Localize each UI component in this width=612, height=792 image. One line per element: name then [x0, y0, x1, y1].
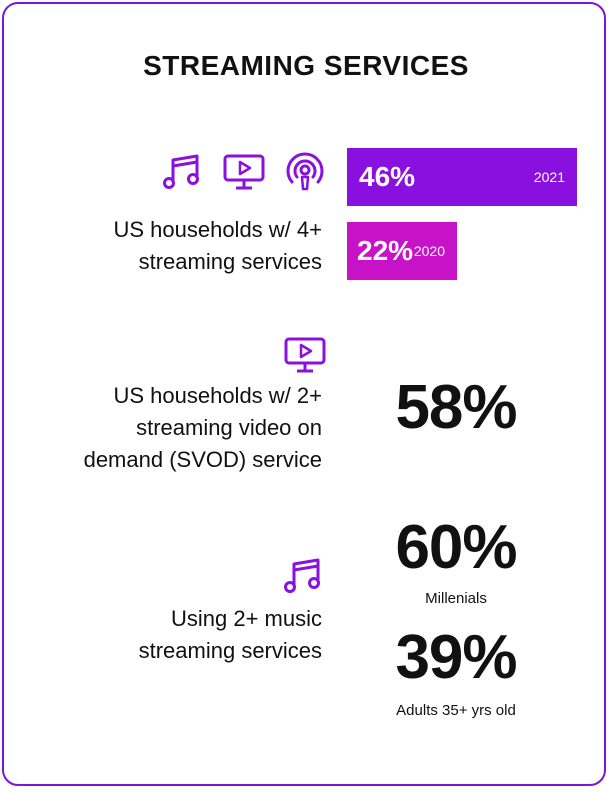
video-screen-icon — [222, 152, 266, 197]
bar-year: 2020 — [413, 243, 445, 259]
section-2-label: US households w/ 2+ streaming video on d… — [84, 380, 322, 476]
music-note-icon — [284, 556, 326, 601]
section-1-label: US households w/ 4+ streaming services — [113, 214, 322, 278]
music-note-icon — [163, 152, 205, 197]
bar-2020: 22% 2020 — [347, 222, 457, 280]
bar-year: 2021 — [533, 169, 565, 185]
section-1-label-line: streaming services — [138, 249, 322, 274]
svod-stat: 58% — [395, 373, 517, 442]
podcast-icon — [283, 150, 327, 199]
page-title: STREAMING SERVICES — [143, 50, 469, 81]
section-2-label-line: US households w/ 2+ — [113, 383, 322, 408]
millenials-caption: Millenials — [425, 590, 487, 607]
section-1-label-line: US households w/ 4+ — [113, 217, 322, 242]
section-3-label-line: streaming services — [138, 638, 322, 663]
bar-2021: 46% 2021 — [347, 148, 577, 206]
millenials-stat: 60% — [395, 513, 517, 582]
section-3-label-line: Using 2+ music — [170, 606, 322, 631]
bar-value: 22% — [357, 235, 414, 266]
adults-stat: 39% — [395, 623, 517, 692]
section-2-label-line: demand (SVOD) service — [83, 447, 322, 472]
adults-caption: Adults 35+ yrs old — [396, 702, 516, 719]
video-screen-icon — [283, 335, 327, 380]
section-2-label-line: streaming video on — [136, 415, 322, 440]
bar-value: 46% — [359, 161, 416, 192]
infographic-card — [2, 2, 606, 786]
section-3-label: Using 2+ music streaming services — [139, 603, 322, 667]
